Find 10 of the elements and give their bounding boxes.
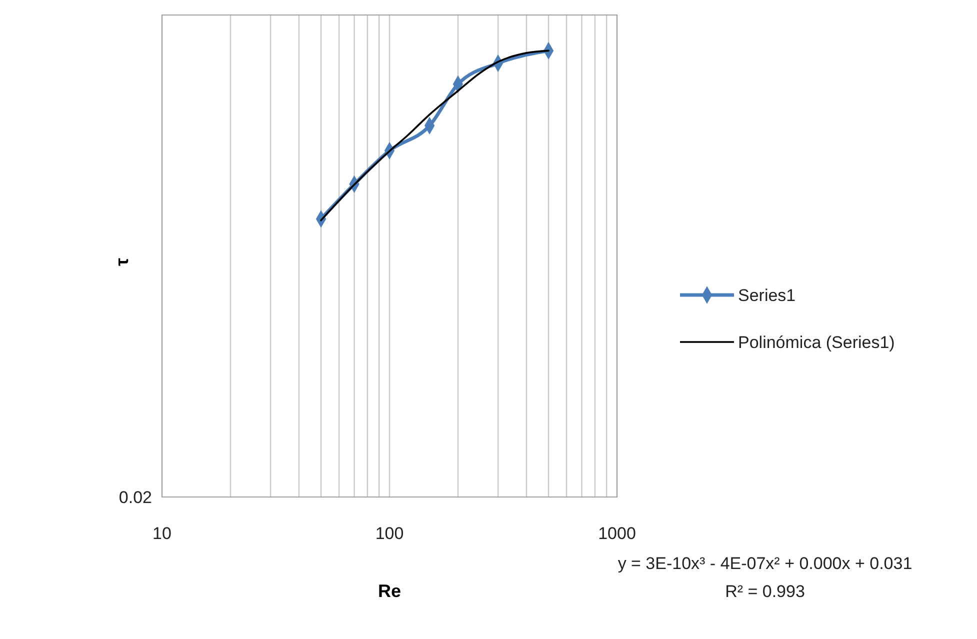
x-tick-label: 10 <box>152 524 172 544</box>
x-tick-label: 1000 <box>598 524 636 544</box>
text: R² = 0.993 <box>725 582 805 601</box>
text: 0.02 <box>118 488 152 507</box>
x-tick-label: 100 <box>375 524 404 544</box>
text: y = 3E-10x³ - 4E-07x² + 0.000x + 0.031 <box>618 554 912 573</box>
y-axis-title: τ <box>112 258 132 266</box>
x-axis-title: Re <box>378 581 402 601</box>
legend-label: Polinómica (Series1) <box>738 333 895 352</box>
legend-label: Series1 <box>738 286 796 305</box>
